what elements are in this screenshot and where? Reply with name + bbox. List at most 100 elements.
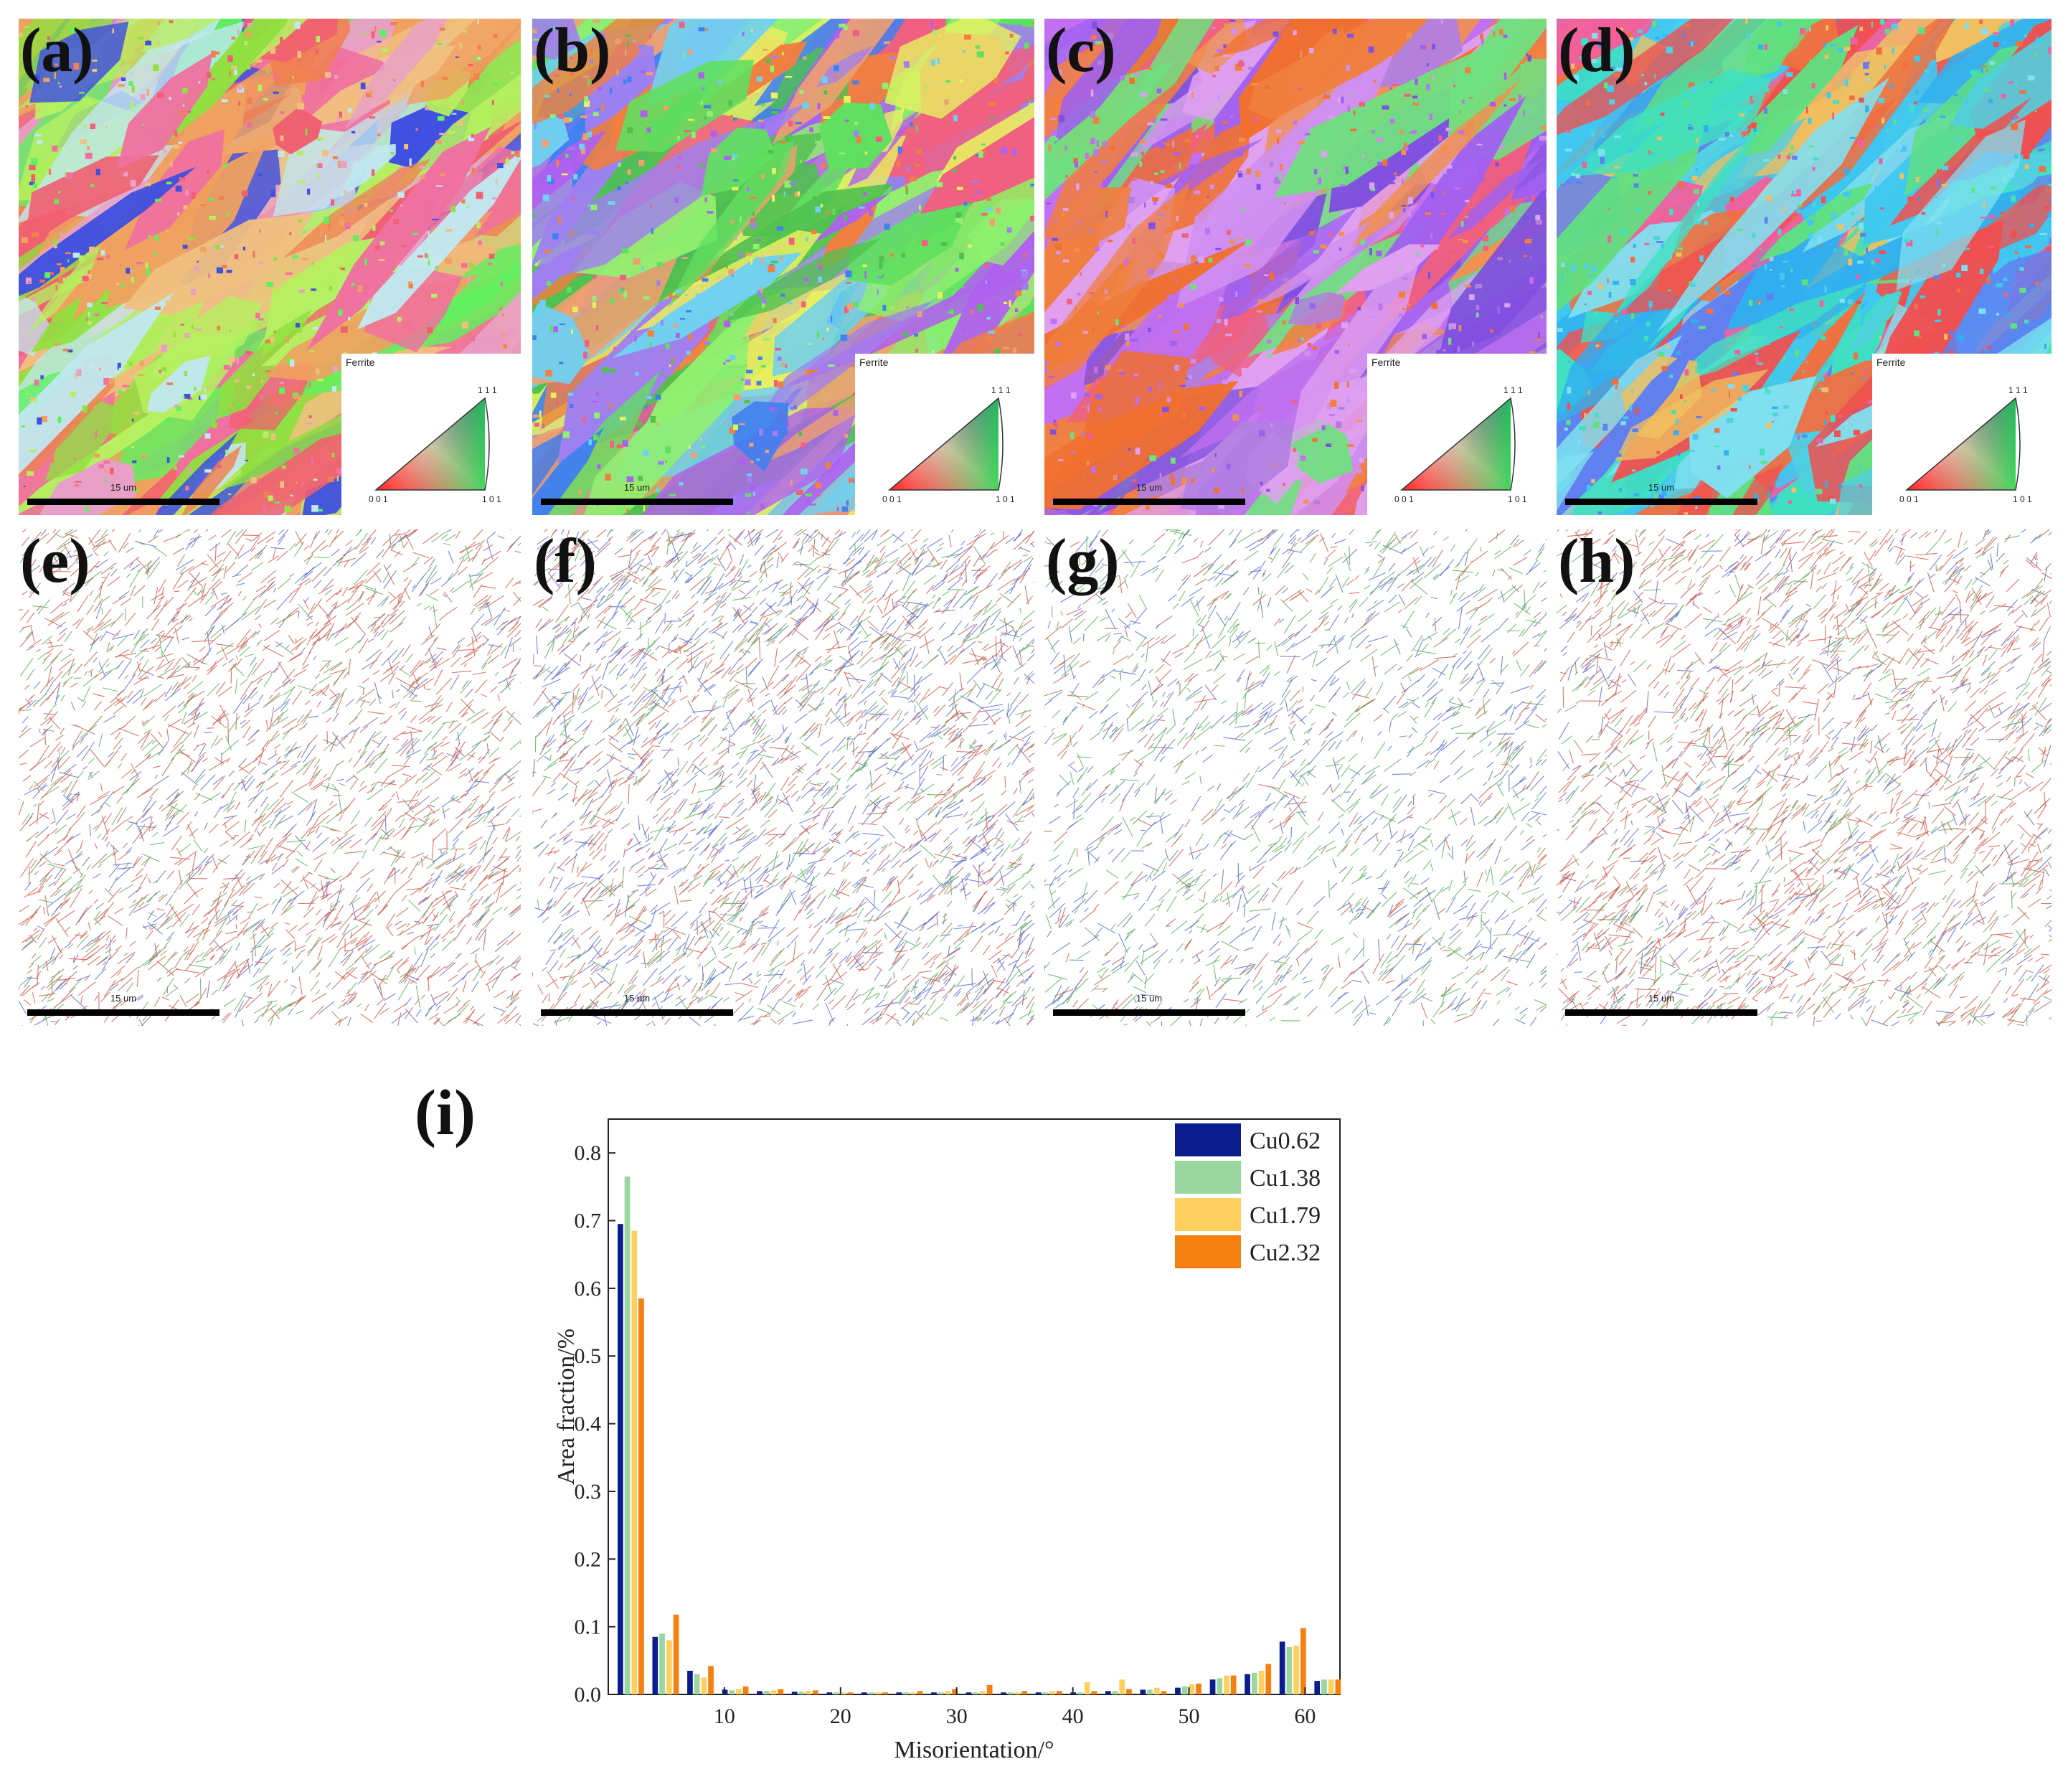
ipf-tick-right-a: 1 0 1 (482, 494, 501, 504)
scale-bar-c: 15 um (1053, 482, 1245, 505)
ipf-map-d: (d) Ferrite 1 1 1 0 0 1 1 0 1 15 um (1557, 19, 2052, 515)
bar-Cu0.62-26 (896, 1692, 902, 1694)
bar-Cu0.62-32 (965, 1692, 972, 1694)
x-tick-label: 40 (1062, 1704, 1084, 1728)
bar-Cu2.32-20 (847, 1692, 854, 1694)
panel-label-e: (e) (20, 529, 90, 596)
x-tick-label: 10 (714, 1704, 735, 1728)
scale-bar-line-f (541, 1009, 733, 1016)
bar-Cu2.32-23 (882, 1692, 888, 1694)
scale-bar-line-e (27, 1009, 219, 1016)
legend-label-Cu1.79: Cu1.79 (1250, 1202, 1321, 1229)
y-tick-label: 0.1 (575, 1616, 602, 1639)
legend-swatch-Cu1.79 (1175, 1198, 1241, 1231)
bar-Cu2.32-5 (673, 1614, 679, 1694)
bar-Cu1.79-53 (1224, 1675, 1229, 1694)
bar-Cu2.32-38 (1057, 1691, 1062, 1694)
bar-Cu1.38-2 (624, 1176, 631, 1694)
bar-Cu2.32-2 (638, 1298, 644, 1694)
bar-Cu2.32-14 (778, 1689, 784, 1694)
bar-Cu1.79-56 (1258, 1671, 1265, 1694)
bar-Cu2.32-47 (1161, 1691, 1167, 1694)
bar-Cu0.62-20 (826, 1692, 833, 1694)
scale-bar-f: 15 um (541, 993, 733, 1016)
bar-Cu2.32-26 (917, 1691, 923, 1694)
ipf-tick-top-c: 1 1 1 (1503, 385, 1523, 395)
bar-Cu1.38-50 (1181, 1686, 1188, 1694)
bar-Cu1.38-59 (1286, 1647, 1293, 1694)
bar-Cu2.32-29 (952, 1689, 958, 1694)
bar-Cu2.32-17 (813, 1690, 818, 1694)
ipf-legend-title-d: Ferrite (1876, 357, 1906, 368)
ipf-grains-d (1557, 19, 2052, 515)
ipf-tick-right-c: 1 0 1 (1508, 494, 1527, 504)
scale-bar-line-c (1053, 499, 1245, 505)
bar-Cu1.79-44 (1119, 1679, 1125, 1694)
bar-Cu1.38-17 (798, 1692, 805, 1694)
ipf-grains-a (19, 19, 521, 515)
ipf-legend-title-b: Ferrite (859, 357, 889, 368)
boundary-map-f: (f) 15 um (532, 529, 1034, 1026)
bar-Cu1.79-62 (1328, 1679, 1334, 1694)
scale-label-e: 15 um (110, 993, 137, 1004)
legend-swatch-Cu1.38 (1175, 1161, 1241, 1194)
ipf-tick-top-d: 1 1 1 (2008, 385, 2028, 395)
bar-Cu2.32-44 (1126, 1689, 1132, 1694)
bar-Cu1.79-2 (631, 1230, 638, 1694)
panel-label-b: (b) (534, 19, 611, 85)
bar-Cu1.38-41 (1077, 1692, 1083, 1694)
x-tick-label: 30 (946, 1704, 968, 1728)
ipf-map-b: (b) Ferrite 1 1 1 0 0 1 1 0 1 15 um (532, 19, 1034, 515)
bar-Cu1.38-62 (1321, 1679, 1327, 1694)
ipf-legend-c: Ferrite 1 1 1 0 0 1 1 0 1 (1367, 354, 1547, 515)
panel-label-c: (c) (1046, 19, 1116, 85)
bar-Cu0.62-29 (931, 1692, 937, 1694)
y-tick-label: 0.8 (575, 1141, 602, 1165)
bar-Cu2.32-56 (1265, 1664, 1272, 1694)
ipf-tick-top-a: 1 1 1 (478, 385, 497, 395)
bar-Cu1.38-8 (694, 1674, 700, 1694)
bar-Cu1.38-38 (1042, 1692, 1049, 1694)
bar-Cu1.79-35 (1014, 1692, 1021, 1694)
bar-Cu0.62-14 (757, 1691, 762, 1694)
bar-Cu2.32-35 (1021, 1691, 1028, 1694)
bar-Cu2.32-41 (1091, 1691, 1097, 1694)
legend-swatch-Cu0.62 (1175, 1123, 1241, 1156)
scale-bar-line-b (541, 499, 733, 505)
ipf-legend-b: Ferrite 1 1 1 0 0 1 1 0 1 (855, 354, 1034, 515)
y-tick-label: 0.6 (575, 1277, 602, 1301)
panel-label-g: (g) (1046, 529, 1120, 596)
scale-bar-line-a (27, 499, 219, 505)
ipf-tick-left-d: 0 0 1 (1899, 494, 1919, 504)
bar-Cu0.62-47 (1140, 1689, 1146, 1694)
ipf-triangle-b (887, 397, 1004, 491)
bar-Cu0.62-59 (1279, 1641, 1285, 1694)
bar-Cu0.62-8 (687, 1671, 693, 1694)
chart-panel-label: (i) (415, 1077, 476, 1149)
bar-Cu1.79-50 (1189, 1684, 1195, 1694)
bar-Cu2.32-11 (742, 1686, 749, 1694)
bar-Cu1.79-17 (806, 1691, 811, 1694)
bar-Cu1.38-5 (659, 1633, 665, 1694)
scale-label-b: 15 um (623, 482, 651, 493)
y-tick-label: 0.7 (575, 1209, 602, 1233)
bar-Cu1.38-20 (834, 1692, 839, 1694)
scale-label-f: 15 um (623, 993, 651, 1004)
scale-label-g: 15 um (1135, 993, 1163, 1004)
bar-Cu0.62-44 (1105, 1691, 1111, 1694)
bar-Cu1.38-56 (1252, 1672, 1257, 1694)
boundary-map-h: (h) 15 um (1557, 529, 2052, 1026)
bar-Cu1.38-29 (938, 1692, 944, 1694)
boundary-lines-f (532, 529, 1034, 1026)
scale-bar-b: 15 um (541, 482, 733, 505)
bar-Cu1.79-14 (770, 1690, 777, 1694)
y-tick-label: 0.3 (575, 1480, 602, 1504)
bar-Cu0.62-38 (1035, 1692, 1042, 1694)
ipf-triangle-a (374, 397, 490, 491)
ipf-tick-right-b: 1 0 1 (996, 494, 1015, 504)
ipf-legend-title-a: Ferrite (346, 357, 375, 368)
bar-Cu0.62-5 (652, 1636, 658, 1694)
bar-Cu0.62-2 (618, 1224, 623, 1694)
bar-Cu1.79-47 (1154, 1687, 1160, 1694)
scale-bar-e: 15 um (27, 993, 219, 1016)
